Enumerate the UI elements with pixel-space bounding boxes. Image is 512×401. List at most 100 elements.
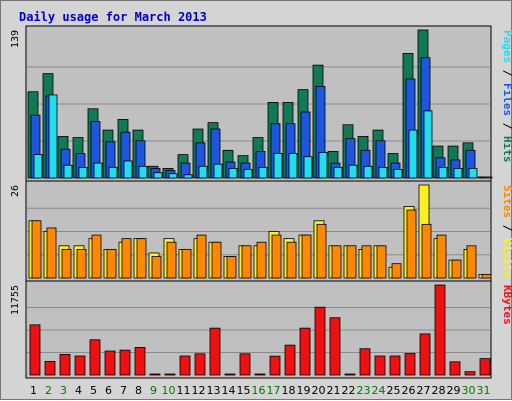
bar-pages xyxy=(258,166,268,179)
day-label: 26 xyxy=(402,384,416,397)
series-legend: KBytes xyxy=(501,285,512,325)
bar-kbytes xyxy=(299,327,311,376)
bar-sites xyxy=(256,241,267,279)
panel-kbytes: 11755 KBytes xyxy=(10,280,512,379)
chart-panels: 139 Pages / Files / Hits 26 Sites / Visits 1… xyxy=(10,25,512,379)
day-label: 8 xyxy=(135,384,142,397)
day-label: 23 xyxy=(357,384,371,397)
bar-kbytes xyxy=(434,284,446,376)
bar-kbytes xyxy=(74,355,86,376)
bar-kbytes xyxy=(269,355,281,376)
legend-part: KBytes xyxy=(501,285,512,325)
bar-sites xyxy=(376,245,387,279)
bar-pages xyxy=(153,172,163,179)
bar-pages xyxy=(48,94,58,179)
bar-pages xyxy=(453,168,463,179)
bar-pages xyxy=(93,162,103,179)
bar-sites xyxy=(301,234,312,279)
bar-sites xyxy=(76,248,87,279)
bar-pages xyxy=(378,166,388,179)
bar-sites xyxy=(181,248,192,279)
day-label: 10 xyxy=(162,384,176,397)
bar-sites xyxy=(91,234,102,279)
bar-kbytes xyxy=(314,306,326,376)
bar-kbytes xyxy=(224,373,236,376)
bar-sites xyxy=(286,241,297,279)
bar-sites xyxy=(451,259,462,279)
series-legend: Sites / Visits xyxy=(501,185,512,278)
bar-pages xyxy=(63,164,73,179)
y-max-label: 26 xyxy=(10,185,21,197)
day-label: 17 xyxy=(267,384,281,397)
bar-sites xyxy=(241,245,252,279)
day-label: 14 xyxy=(222,384,236,397)
bar-kbytes xyxy=(209,327,221,376)
day-label: 29 xyxy=(447,384,461,397)
day-label: 11 xyxy=(177,384,191,397)
bar-sites xyxy=(136,238,147,279)
bar-kbytes xyxy=(284,344,296,376)
bar-sites xyxy=(436,234,447,279)
bar-kbytes xyxy=(464,371,476,376)
day-label: 3 xyxy=(60,384,67,397)
bar-pages xyxy=(303,156,313,179)
day-label: 18 xyxy=(282,384,296,397)
bar-sites xyxy=(121,238,132,279)
bar-kbytes xyxy=(374,355,386,376)
day-label: 9 xyxy=(150,384,157,397)
day-label: 16 xyxy=(252,384,266,397)
y-max-label: 11755 xyxy=(10,285,21,315)
day-label: 21 xyxy=(327,384,341,397)
day-label: 27 xyxy=(417,384,431,397)
bar-sites xyxy=(466,245,477,279)
bar-pages xyxy=(468,168,478,179)
bar-pages xyxy=(408,129,418,179)
legend-part: Visits xyxy=(501,238,512,278)
bar-kbytes xyxy=(119,349,131,376)
bar-sites xyxy=(481,274,492,279)
day-label: 2 xyxy=(45,384,52,397)
bar-sites xyxy=(31,220,42,279)
bar-pages xyxy=(288,153,298,179)
day-label: 25 xyxy=(387,384,401,397)
series-legend: Pages / Files / Hits xyxy=(501,30,512,163)
day-label: 5 xyxy=(90,384,97,397)
bar-kbytes xyxy=(149,373,161,376)
bar-sites xyxy=(406,209,417,279)
legend-part: Sites xyxy=(501,185,512,218)
bar-pages xyxy=(438,166,448,179)
bar-kbytes xyxy=(404,353,416,376)
bar-pages xyxy=(333,166,343,179)
bar-pages xyxy=(78,166,88,179)
bar-pages xyxy=(273,153,283,179)
chart-title: Daily usage for March 2013 xyxy=(19,10,207,24)
day-label: 1 xyxy=(30,384,37,397)
day-label: 30 xyxy=(462,384,476,397)
day-axis-labels: 1 2 3 4 5 6 7 8 9 10 11 12 13 14 15 16 17 18 19 20 21 22 23 24 2… xyxy=(30,384,491,397)
day-label: 19 xyxy=(297,384,311,397)
day-label: 6 xyxy=(105,384,112,397)
legend-part: / xyxy=(501,218,512,238)
legend-part: Hits xyxy=(501,136,512,163)
bar-pages xyxy=(483,176,493,179)
legend-part: / xyxy=(501,63,512,83)
bar-pages xyxy=(33,154,43,179)
bar-sites xyxy=(391,263,402,279)
bar-pages xyxy=(243,169,253,179)
legend-part: / xyxy=(501,116,512,136)
bar-sites xyxy=(226,256,237,279)
bar-kbytes xyxy=(29,324,41,376)
legend-part: Pages xyxy=(501,30,512,63)
bar-sites xyxy=(331,245,342,279)
panel-sites-visits: 26 Sites / Visits xyxy=(10,180,512,282)
bar-sites xyxy=(271,234,282,279)
bar-sites xyxy=(361,245,372,279)
bar-kbytes xyxy=(89,339,101,376)
bar-pages xyxy=(228,168,238,179)
bar-pages xyxy=(213,163,223,179)
bar-kbytes xyxy=(329,317,341,376)
bar-sites xyxy=(346,245,357,279)
bar-pages xyxy=(108,166,118,179)
day-label: 28 xyxy=(432,384,446,397)
bar-pages xyxy=(168,173,178,179)
